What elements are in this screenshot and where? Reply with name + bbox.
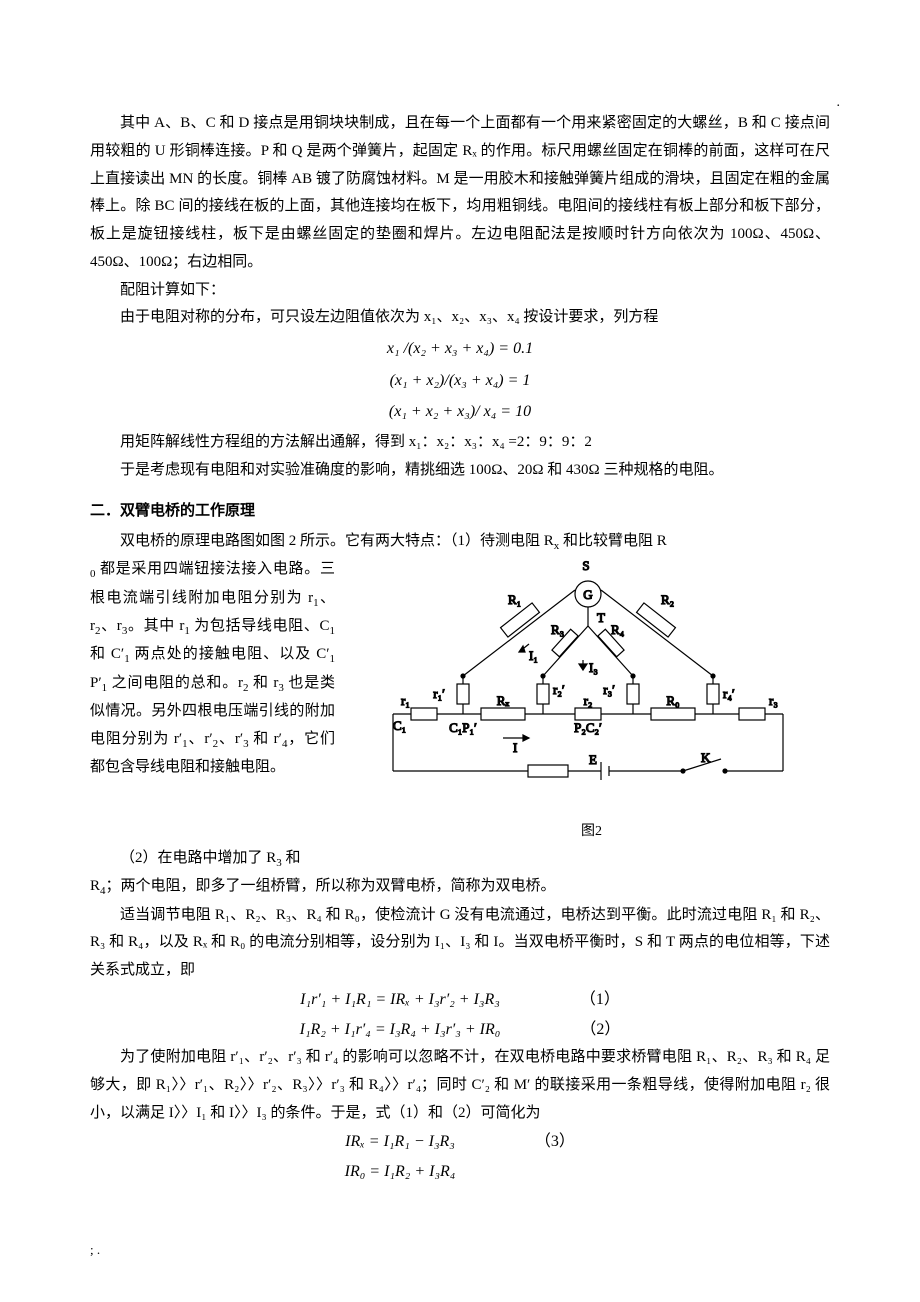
paragraph: 0 都是采用四端钮接法接入电路。三根电流端引线附加电阻分别为 r1、r2、r3。… bbox=[90, 556, 335, 782]
label-r1: r₁ bbox=[401, 693, 410, 708]
equation-number: （3） bbox=[455, 1127, 575, 1157]
label-G: G bbox=[583, 587, 592, 602]
label-R2: R₂ bbox=[661, 592, 674, 607]
equation-row: IRₓ = I₁R₁ − I₃R₃ （3） bbox=[90, 1127, 830, 1157]
label-r2p: r₂′ bbox=[553, 682, 565, 697]
label-Rx: Rₓ bbox=[497, 693, 510, 708]
text-figure-row: 0 都是采用四端钮接法接入电路。三根电流端引线附加电阻分别为 r1、r2、r3。… bbox=[90, 556, 830, 845]
paragraph: 用矩阵解线性方程组的方法解出通解，得到 x₁：x₂：x₃：x₄ =2：9：9：2 bbox=[90, 429, 830, 457]
equation: (x₁ + x₂ + x₃)/ x₄ = 10 bbox=[90, 397, 830, 427]
equation: I₁r′₁ + I₁R₁ = IRₓ + I₃r′₂ + I₃R₃ bbox=[300, 985, 500, 1015]
label-E: E bbox=[589, 752, 597, 767]
label-S: S bbox=[582, 558, 589, 573]
label-r3p: r₃′ bbox=[603, 682, 615, 697]
section-heading: 二．双臂电桥的工作原理 bbox=[90, 498, 830, 526]
label-I1: I₁ bbox=[529, 648, 538, 663]
label-r4p: r₄′ bbox=[723, 686, 735, 701]
label-I3: I₃ bbox=[589, 660, 598, 675]
equation: x₁ /(x₂ + x₃ + x₄) = 0.1 bbox=[90, 334, 830, 364]
wrap-text: 0 都是采用四端钮接法接入电路。三根电流端引线附加电阻分别为 r1、r2、r3。… bbox=[90, 556, 335, 782]
page: . 其中 A、B、C 和 D 接点是用铜块块制成，且在每一个上面都有一个用来紧密… bbox=[0, 0, 920, 1302]
label-K: K bbox=[701, 750, 711, 765]
lead-text: 双电桥的原理电路图如图 2 所示。它有两大特点：（1）待测电阻 Rx 和比较臂电… bbox=[120, 533, 667, 549]
equation-number: （1） bbox=[500, 985, 620, 1015]
equation-row: I₁R₂ + I₁r′₄ = I₃R₄ + I₃r′₃ + IR₀ （2） bbox=[90, 1015, 830, 1045]
footer-mark: ; . bbox=[90, 1238, 100, 1262]
paragraph: 适当调节电阻 R₁、R₂、R₃、R₄ 和 R₀，使检流计 G 没有电流通过，电桥… bbox=[90, 902, 830, 985]
label-r3: r₃ bbox=[769, 693, 778, 708]
corner-mark: . bbox=[837, 90, 841, 116]
equation: (x₁ + x₂)/(x₃ + x₄) = 1 bbox=[90, 366, 830, 396]
paragraph-lead: 双电桥的原理电路图如图 2 所示。它有两大特点：（1）待测电阻 Rx 和比较臂电… bbox=[90, 528, 830, 556]
label-P2C2: P₂C₂′ bbox=[574, 720, 602, 735]
label-R0: R₀ bbox=[666, 693, 679, 708]
label-C1P1: C₁P₁′ bbox=[449, 720, 477, 735]
equation-number: （2） bbox=[500, 1015, 620, 1045]
equation: I₁R₂ + I₁r′₄ = I₃R₄ + I₃r′₃ + IR₀ bbox=[300, 1015, 501, 1045]
paragraph: 配阻计算如下： bbox=[90, 277, 830, 305]
equation-number bbox=[455, 1157, 575, 1187]
label-I: I bbox=[513, 740, 517, 755]
equation-row: IR₀ = I₁R₂ + I₃R₄ bbox=[90, 1157, 830, 1187]
label-C1: C₁ bbox=[393, 718, 406, 733]
paragraph: （2）在电路中增加了 R3 和 bbox=[90, 845, 830, 873]
equation: IR₀ = I₁R₂ + I₃R₄ bbox=[345, 1157, 456, 1187]
circuit-svg: S G T R₁ R₂ bbox=[353, 556, 823, 806]
figure2: S G T R₁ R₂ bbox=[353, 556, 830, 845]
paragraph: 于是考虑现有电阻和对实验准确度的影响，精挑细选 100Ω、20Ω 和 430Ω … bbox=[90, 457, 830, 485]
label-R1: R₁ bbox=[508, 592, 521, 607]
label-R3: R₃ bbox=[551, 622, 564, 637]
equation-row: I₁r′₁ + I₁R₁ = IRₓ + I₃r′₂ + I₃R₃ （1） bbox=[90, 985, 830, 1015]
paragraph: 由于电阻对称的分布，可只设左边阻值依次为 x₁、x₂、x₃、x₄ 按设计要求，列… bbox=[90, 304, 830, 332]
equation: IRₓ = I₁R₁ − I₃R₃ bbox=[345, 1127, 455, 1157]
paragraph: 其中 A、B、C 和 D 接点是用铜块块制成，且在每一个上面都有一个用来紧密固定… bbox=[90, 110, 830, 277]
label-r2: r₂ bbox=[584, 693, 593, 708]
label-T: T bbox=[597, 610, 605, 625]
paragraph: R4；两个电阻，即多了一组桥臂，所以称为双臂电桥，简称为双电桥。 bbox=[90, 873, 830, 901]
label-R4: R₄ bbox=[611, 622, 625, 637]
figure-caption: 图2 bbox=[353, 819, 830, 845]
label-r1p: r₁′ bbox=[433, 686, 445, 701]
paragraph: 为了使附加电阻 r′₁、r′₂、r′₃ 和 r′₄ 的影响可以忽略不计，在双电桥… bbox=[90, 1044, 830, 1127]
